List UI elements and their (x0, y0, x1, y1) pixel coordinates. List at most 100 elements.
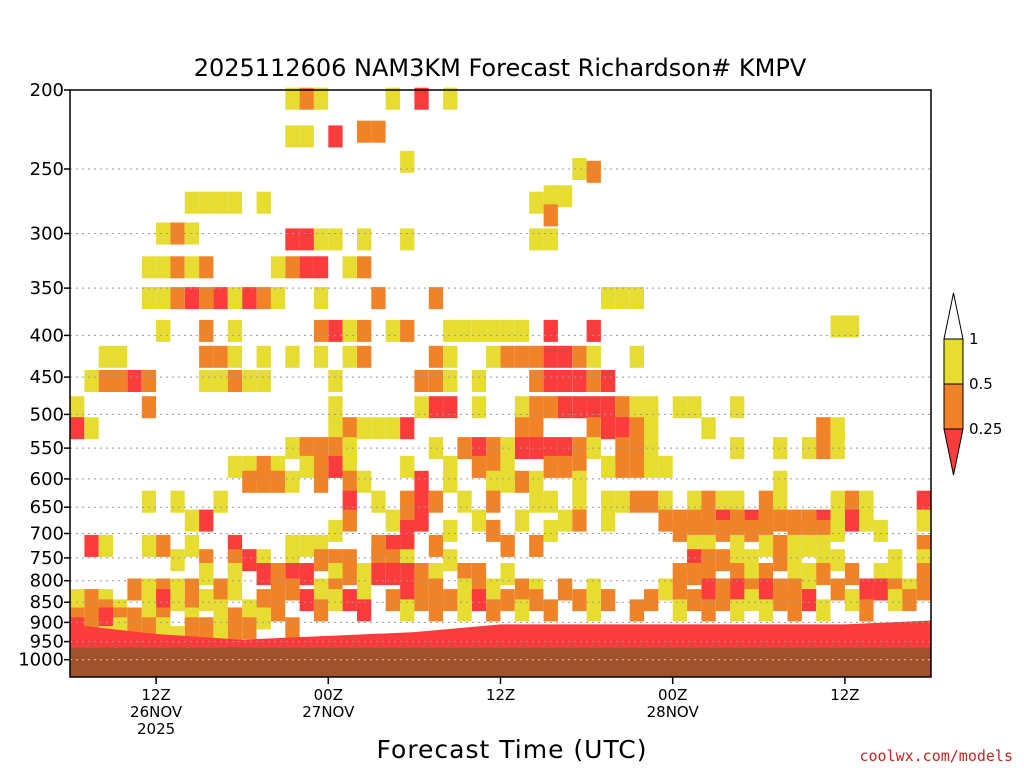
heatmap-cell (84, 417, 99, 440)
heatmap-cell (199, 563, 214, 585)
heatmap-cell (170, 549, 185, 572)
heatmap-cell (629, 396, 644, 419)
heatmap-cell (471, 396, 487, 419)
heatmap-cell (328, 228, 343, 251)
heatmap-cell (357, 120, 372, 143)
heatmap-cell (816, 599, 831, 622)
heatmap-cell (715, 549, 731, 572)
x-axis-label: Forecast Time (UTC) (377, 735, 648, 764)
heatmap-cell (199, 287, 214, 310)
heatmap-cell (285, 617, 300, 640)
x-tick-label: 27NOV (302, 703, 355, 721)
y-tick-label: 250 (30, 159, 64, 180)
heatmap-cell (184, 617, 200, 640)
heatmap-cell (270, 287, 286, 310)
heatmap-cell (601, 455, 616, 478)
heatmap-cell (601, 509, 616, 532)
heatmap-cell (400, 319, 415, 342)
heatmap-cell (414, 396, 429, 419)
heatmap-cell (199, 589, 214, 612)
heatmap-cell (730, 396, 745, 419)
y-tick-label: 800 (30, 571, 64, 592)
heatmap-cell (543, 519, 558, 542)
heatmap-cell (443, 319, 458, 342)
heatmap-cell (586, 396, 601, 419)
heatmap-cell (557, 345, 573, 368)
heatmap-cell (156, 534, 171, 557)
heatmap-cell (357, 578, 372, 601)
heatmap-cell (514, 417, 530, 440)
y-tick-label: 450 (30, 367, 64, 388)
heatmap-cell (313, 549, 329, 572)
heatmap-cell (342, 470, 357, 493)
heatmap-cell (500, 319, 515, 342)
heatmap-cell (256, 287, 271, 310)
heatmap-cell (213, 490, 228, 513)
heatmap-cell (859, 490, 874, 513)
heatmap-cell (313, 599, 329, 622)
heatmap-cell (428, 490, 444, 513)
heatmap-cell (830, 437, 845, 460)
heatmap-cell (830, 315, 845, 338)
heatmap-cell (801, 589, 817, 612)
heatmap-cell (170, 222, 185, 245)
heatmap-cell (342, 563, 357, 585)
x-tick-label: 12Z (486, 686, 515, 704)
heatmap-cell (557, 578, 573, 601)
heatmap-cell (486, 599, 501, 622)
heatmap-cell (758, 599, 774, 622)
x-tick-label: 28NOV (647, 703, 700, 721)
heatmap-cell (227, 607, 243, 630)
heatmap-cell (644, 455, 659, 478)
heatmap-cell (170, 589, 185, 612)
heatmap-cell (70, 417, 85, 440)
heatmap-cell (199, 617, 214, 640)
heatmap-cell (543, 228, 558, 251)
heatmap-cell (486, 470, 501, 493)
heatmap-cell (773, 490, 788, 513)
heatmap-cell (773, 509, 788, 532)
heatmap-cell (744, 589, 759, 612)
heatmap-cell (400, 417, 415, 440)
heatmap-cell (385, 87, 400, 110)
heatmap-cell (586, 345, 601, 368)
heatmap-cell (443, 345, 458, 368)
heatmap-cell (328, 370, 343, 392)
heatmap-cell (730, 599, 745, 622)
y-tick-label: 500 (30, 404, 64, 425)
heatmap-cell (471, 455, 487, 478)
heatmap-cell (529, 470, 544, 493)
heatmap-cell (629, 599, 644, 622)
heatmap-cell (313, 345, 329, 368)
heatmap-cell (313, 319, 329, 342)
heatmap-cell (113, 370, 128, 392)
heatmap-cell (342, 437, 357, 460)
heatmap-cell (414, 490, 429, 513)
heatmap-cell (227, 578, 243, 601)
heatmap-cell (557, 509, 573, 532)
heatmap-cell (299, 437, 314, 460)
heatmap-cell (299, 87, 314, 110)
heatmap-cell (285, 228, 300, 251)
heatmap-cell (385, 563, 400, 585)
heatmap-cell (644, 437, 659, 460)
heatmap-cell (615, 287, 630, 310)
heatmap-cell (816, 437, 831, 460)
heatmap-cell (342, 417, 357, 440)
ground-fill (70, 647, 931, 677)
heatmap-cell (902, 589, 917, 612)
heatmap-cell (457, 437, 472, 460)
heatmap-cell (313, 437, 329, 460)
heatmap-cell (701, 490, 716, 513)
chart-title: 2025112606 NAM3KM Forecast Richardson# K… (194, 54, 807, 82)
heatmap-cell (730, 490, 745, 513)
y-tick-label: 400 (30, 325, 64, 346)
heatmap-cell (385, 589, 400, 612)
y-tick-label: 650 (30, 497, 64, 518)
heatmap-cell (285, 256, 300, 279)
heatmap-cell (844, 563, 860, 585)
heatmap-cell (428, 287, 444, 310)
heatmap-cell (801, 534, 817, 557)
heatmap-cell (313, 228, 329, 251)
